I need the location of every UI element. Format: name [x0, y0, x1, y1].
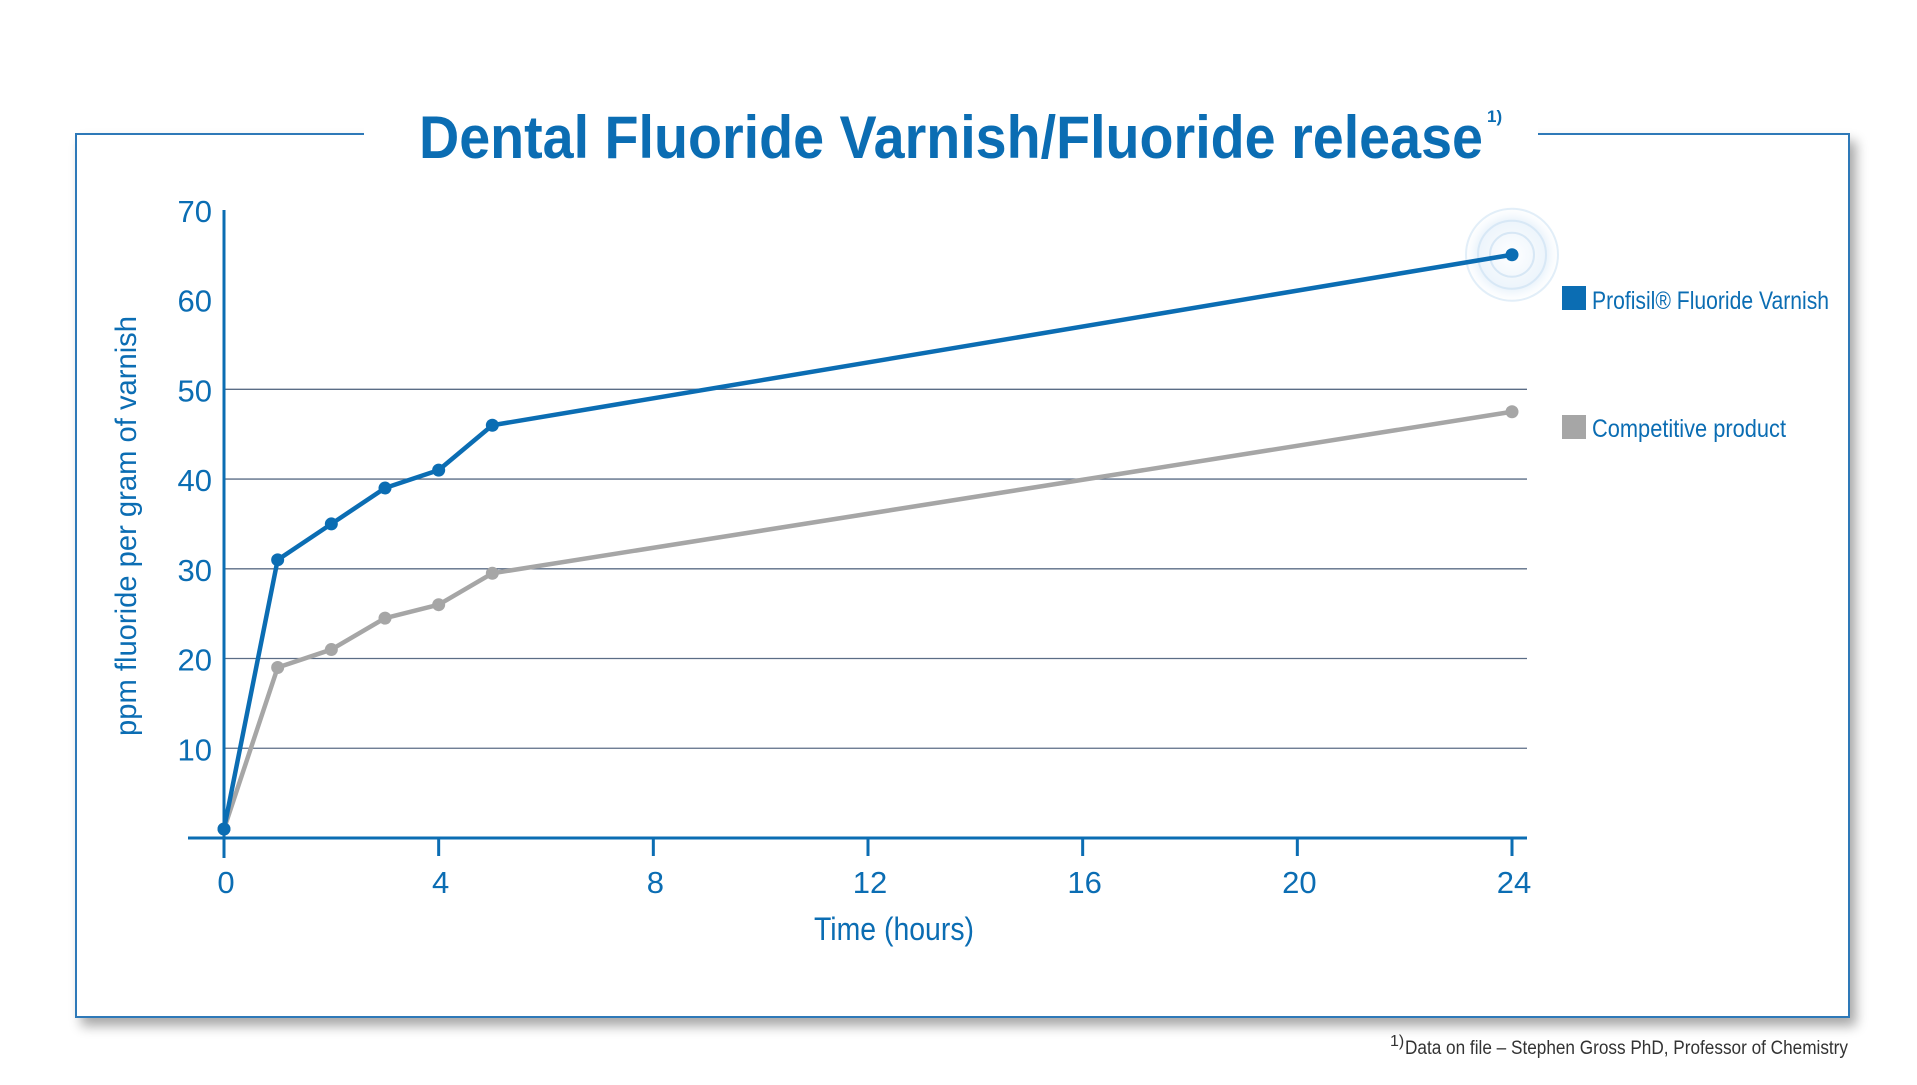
legend: Profisil® Fluoride Varnish Competitive p…: [1562, 286, 1829, 443]
y-tick-label: 40: [178, 463, 212, 498]
x-axis-label: Time (hours): [814, 911, 974, 947]
y-tick-label: 30: [178, 553, 212, 588]
x-tick-label: 20: [1282, 865, 1316, 900]
data-point-profisil: [324, 517, 338, 531]
footnote-text: Data on file – Stephen Gross PhD, Profes…: [1405, 1038, 1848, 1059]
x-tick-label: 0: [217, 865, 234, 900]
series-competitive: [217, 405, 1519, 836]
data-point-competitive: [324, 643, 338, 657]
x-tick-labels: 0 4 8 12 16 20 24: [217, 838, 1531, 900]
x-tick-label: 24: [1497, 865, 1531, 900]
legend-label-competitive: Competitive product: [1592, 415, 1786, 443]
x-tick-label: 12: [853, 865, 887, 900]
x-tick-label: 16: [1067, 865, 1101, 900]
y-tick-label: 50: [178, 373, 212, 408]
x-tick-label: 8: [647, 865, 664, 900]
y-tick-label: 60: [178, 284, 212, 319]
data-point-competitive: [432, 598, 446, 612]
legend-swatch-competitive: [1562, 415, 1586, 439]
data-point-profisil: [217, 822, 231, 836]
legend-item-profisil: Profisil® Fluoride Varnish: [1562, 286, 1829, 315]
data-point-profisil: [485, 418, 499, 432]
y-tick-label: 10: [178, 732, 212, 767]
highlight-glow-ring: [1489, 231, 1535, 278]
data-point-competitive: [1505, 405, 1519, 419]
footnote-marker: 1): [1390, 1033, 1404, 1050]
legend-label-profisil: Profisil® Fluoride Varnish: [1592, 287, 1829, 315]
x-tick-label: 4: [432, 865, 449, 900]
data-point-competitive: [271, 661, 285, 675]
legend-swatch-profisil: [1562, 286, 1586, 310]
chart-title-superscript: 1): [1487, 107, 1502, 126]
data-point-profisil: [271, 553, 285, 567]
data-point-competitive: [485, 566, 499, 580]
footnote: 1) Data on file – Stephen Gross PhD, Pro…: [1390, 1033, 1848, 1059]
data-point-profisil: [1505, 248, 1519, 262]
series-profisil: [217, 248, 1519, 836]
y-tick-label: 70: [178, 194, 212, 229]
legend-item-competitive: Competitive product: [1562, 415, 1786, 443]
data-point-profisil: [378, 481, 392, 495]
axes: [188, 210, 1527, 858]
data-point-profisil: [432, 463, 446, 477]
highlight-glow-ring: [1465, 207, 1559, 302]
gridlines: [224, 388, 1527, 749]
chart-title: Dental Fluoride Varnish/Fluoride release: [419, 104, 1483, 171]
y-axis-label: ppm fluoride per gram of varnish: [110, 316, 143, 736]
y-tick-labels: 10 20 30 40 50 60 70: [178, 194, 212, 767]
highlight-glow-ring: [1477, 219, 1547, 290]
data-point-competitive: [378, 611, 392, 625]
y-tick-label: 20: [178, 643, 212, 678]
data-series: [217, 248, 1519, 836]
